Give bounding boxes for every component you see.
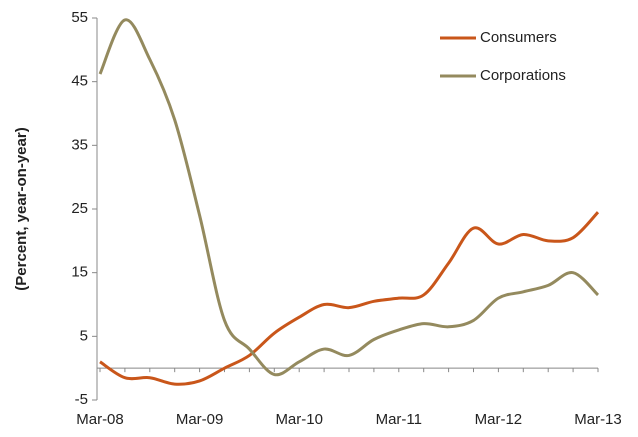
x-tick-label: Mar-09 [176, 411, 224, 428]
legend-label: Consumers [480, 29, 557, 46]
x-tick-label: Mar-08 [76, 411, 124, 428]
y-axis-label: (Percent, year-on-year) [13, 127, 30, 290]
y-tick-label: 5 [80, 327, 88, 344]
x-tick-label: Mar-12 [475, 411, 523, 428]
y-tick-label: 55 [71, 9, 88, 26]
y-tick-label: 35 [71, 136, 88, 153]
y-tick-label: 15 [71, 264, 88, 281]
y-tick-label: -5 [75, 391, 88, 408]
y-tick-label: 25 [71, 200, 88, 217]
x-tick-label: Mar-11 [376, 411, 422, 428]
legend-label: Corporations [480, 67, 566, 84]
series-line [98, 18, 600, 377]
y-tick-label: 45 [71, 73, 88, 90]
series-line [99, 211, 600, 386]
x-tick-label: Mar-10 [275, 411, 323, 428]
x-tick-label: Mar-13 [574, 411, 622, 428]
